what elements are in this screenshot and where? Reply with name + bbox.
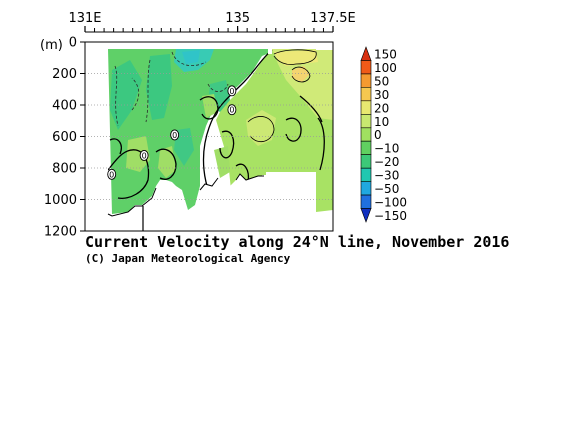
velocity-patch-neg20d: [174, 128, 194, 166]
y-tick-label: 800: [52, 162, 77, 177]
colorbar-label: −100: [374, 196, 407, 210]
velocity-patch-50: [292, 66, 310, 82]
seafloor-line: [107, 173, 264, 217]
colorbar-segment: [360, 127, 372, 142]
colorbar-segment: [360, 87, 372, 102]
chart-title: Current Velocity along 24°N line, Novemb…: [85, 233, 509, 251]
colorbar-segment: [360, 46, 372, 61]
no-data-strip: [316, 42, 333, 50]
svg-text:0: 0: [109, 170, 114, 179]
colorbar-label: −50: [374, 182, 399, 196]
y-axis-unit-label: (m): [40, 38, 63, 53]
y-tick-label: 400: [52, 99, 77, 114]
contour-label: 0: [107, 168, 117, 180]
contour-label: 0: [227, 104, 237, 116]
velocity-patch-30: [274, 50, 318, 66]
y-tick-label: 1000: [44, 193, 77, 208]
svg-text:0: 0: [142, 151, 147, 160]
colorbar-segment: [360, 73, 372, 88]
y-tick-label: 1200: [44, 225, 77, 240]
colorbar-segment: [360, 100, 372, 115]
velocity-patch-cyan2: [182, 50, 200, 64]
credit-text: (C) Japan Meteorological Agency: [85, 252, 291, 265]
colorbar-label: 10: [374, 115, 389, 129]
grid-lines: [85, 73, 333, 200]
colorbar-label: 20: [374, 101, 389, 115]
colorbar-segment: [360, 167, 372, 182]
velocity-patch-neg20b: [146, 54, 172, 120]
colorbar-segment: [360, 194, 372, 209]
colorbar-segment: [360, 181, 372, 196]
y-axis-ticks: 0 200 400 600 800 1000 1200: [44, 36, 85, 240]
contour-labels: 0 0 0 0 0: [107, 85, 237, 180]
velocity-field: [85, 42, 333, 231]
colorbar-segment: [360, 154, 372, 169]
colorbar-label: 30: [374, 88, 389, 102]
colorbar-segment: [360, 208, 372, 223]
no-data-strip: [268, 42, 272, 54]
colorbar-label: −10: [374, 142, 399, 156]
colorbar-label: −20: [374, 155, 399, 169]
svg-text:0: 0: [172, 131, 177, 140]
x-axis-minor-ticks: [84, 28, 334, 33]
colorbar-label: −30: [374, 169, 399, 183]
velocity-patch-neg20a: [110, 60, 142, 130]
svg-text:0: 0: [229, 87, 234, 96]
colorbar-segment: [360, 114, 372, 129]
colorbar-label: −150: [374, 209, 407, 223]
velocity-patch-pos-left3: [202, 94, 218, 118]
velocity-patch-pos-left4: [214, 146, 230, 178]
colorbar-segment: [360, 140, 372, 155]
x-tick-label: 135: [225, 11, 250, 26]
y-tick-label: 600: [52, 130, 77, 145]
y-tick-label: 0: [69, 36, 77, 51]
colorbar-label: 150: [374, 47, 397, 61]
colorbar-segment: [360, 60, 372, 75]
contour-label: 0: [227, 85, 237, 97]
positive-contours: [247, 49, 317, 143]
contour-label: 0: [170, 129, 180, 141]
no-data-region: [85, 172, 333, 231]
velocity-patch-20: [272, 49, 333, 120]
x-tick-label: 131E: [68, 11, 101, 26]
colorbar-label: 100: [374, 61, 397, 75]
contour-label: 0: [139, 149, 149, 161]
x-axis-major-ticks: 131E 135 137.5E: [68, 11, 356, 32]
colorbar-label: 0: [374, 128, 382, 142]
svg-text:0: 0: [229, 106, 234, 115]
dashed-contours: [114, 51, 229, 127]
velocity-patch-pos-left1: [126, 136, 150, 172]
colorbar-label: 50: [374, 74, 389, 88]
x-tick-label: 137.5E: [310, 11, 355, 26]
y-tick-label: 200: [52, 67, 77, 82]
